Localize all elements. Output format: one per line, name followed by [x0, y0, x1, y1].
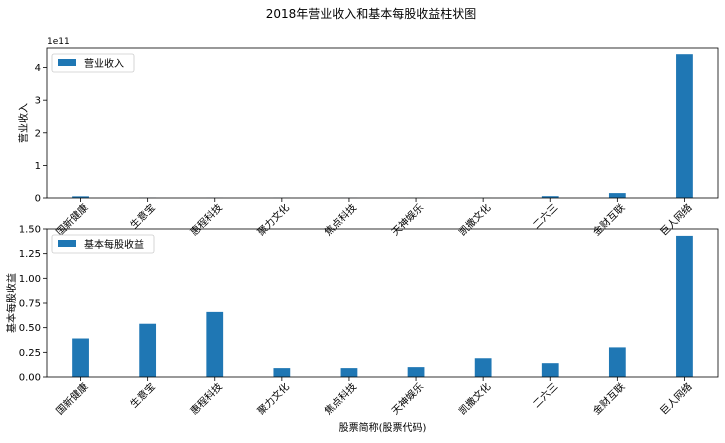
x-tick-label: 国新健康 [53, 380, 90, 417]
y-tick-label: 2 [35, 128, 41, 139]
y-tick-label: 4 [35, 63, 41, 74]
bar [72, 339, 89, 377]
x-tick-label: 凯撒文化 [456, 201, 493, 238]
legend: 营业收入 [52, 54, 134, 72]
bar [609, 193, 626, 198]
plot-frame [47, 48, 718, 198]
figure-title: 2018年营业收入和基本每股收益柱状图 [266, 6, 477, 21]
legend: 基本每股收益 [52, 235, 154, 253]
legend-swatch [58, 240, 76, 247]
y-tick-label: 1.50 [19, 225, 41, 236]
y-tick-label: 1 [35, 161, 41, 172]
bar [273, 368, 290, 377]
x-axis-label: 股票简称(股票代码) [339, 421, 427, 434]
legend-label: 基本每股收益 [84, 238, 144, 251]
x-tick-label: 金财互联 [590, 201, 627, 238]
x-tick-label: 天神娱乐 [389, 201, 426, 238]
y-axis-label: 基本每股收益 [5, 273, 18, 333]
bar [408, 367, 425, 377]
y-tick-label: 0 [35, 194, 41, 205]
legend-label: 营业收入 [84, 57, 124, 70]
x-tick-label: 金财互联 [590, 380, 627, 417]
x-tick-label: 焦点科技 [322, 380, 359, 417]
x-tick-label: 巨人网络 [657, 380, 694, 417]
bar [676, 236, 693, 377]
y-tick-label: 0.50 [19, 323, 41, 334]
x-tick-label: 生意宝 [127, 380, 157, 410]
bar [676, 54, 693, 198]
chart-1: 0 1 2 3 4 1e11 国新健康 生意宝惠程科技聚力文化焦点科技天神娱乐凯撒文化 二六三金… [17, 37, 718, 238]
legend-swatch [58, 59, 76, 66]
bar [341, 368, 358, 377]
bar [609, 347, 626, 377]
x-tick-label: 生意宝 [127, 201, 157, 231]
y-tick-label: 0.00 [19, 373, 41, 384]
y-tick-label: 0.75 [19, 299, 41, 310]
bar [206, 312, 223, 377]
bar [475, 358, 492, 377]
y-tick-label: 1.25 [19, 249, 41, 260]
y-tick-label: 1.00 [19, 274, 41, 285]
y-tick-label: 0.25 [19, 348, 41, 359]
y-tick-label: 3 [35, 96, 41, 107]
x-tick-label: 二六三 [531, 381, 561, 411]
x-tick-label: 惠程科技 [187, 380, 224, 417]
bar [542, 363, 559, 377]
x-tick-label: 天神娱乐 [389, 380, 426, 417]
y-axis-label: 营业收入 [17, 103, 30, 143]
x-tick-label: 巨人网络 [657, 201, 694, 238]
x-tick-label: 凯撒文化 [456, 380, 493, 417]
x-tick-label: 二六三 [531, 202, 561, 232]
x-tick-label: 惠程科技 [187, 201, 224, 238]
y-offset-label: 1e11 [47, 37, 70, 47]
chart-2: 0.00 0.25 0.50 0.75 1.00 1.25 1.50 国新健康 生意宝惠程科技聚… [5, 225, 718, 435]
x-tick-label: 国新健康 [53, 201, 90, 238]
x-tick-label: 聚力文化 [254, 380, 291, 417]
x-tick-label: 焦点科技 [322, 201, 359, 238]
bar [139, 324, 156, 377]
x-tick-label: 聚力文化 [254, 201, 291, 238]
